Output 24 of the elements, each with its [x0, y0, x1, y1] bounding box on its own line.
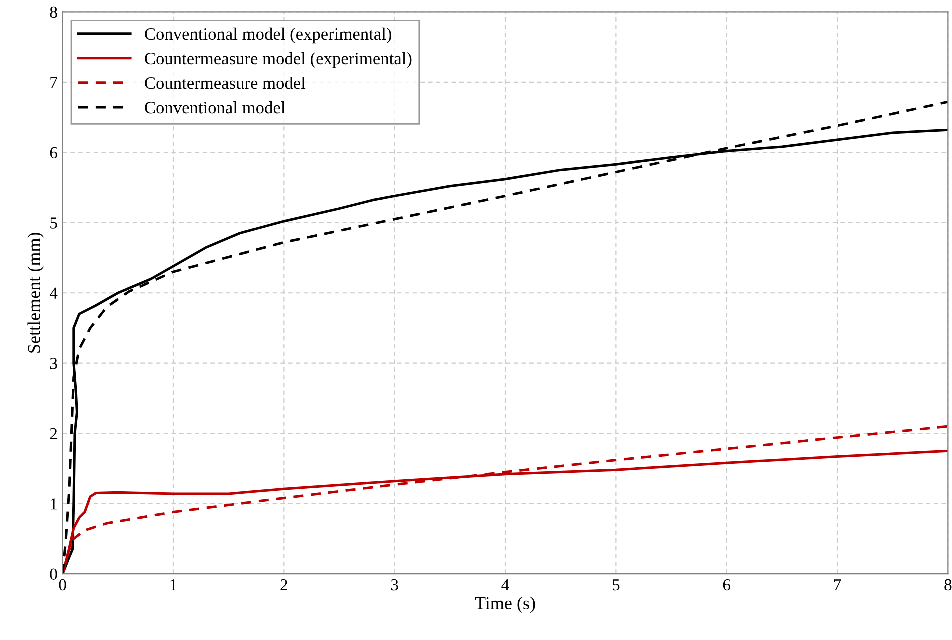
y-axis-title: Settlement (mm)	[28, 232, 44, 353]
x-tick-label: 0	[59, 579, 66, 591]
y-tick-label: 3	[50, 358, 58, 370]
legend-label: Countermeasure model	[145, 76, 306, 90]
x-tick-label: 5	[612, 580, 620, 591]
x-tick-label: 1	[170, 580, 177, 591]
x-tick-label: 4	[502, 580, 510, 591]
x-tick-label: 2	[280, 579, 288, 591]
legend-label: Conventional model (experimental)	[145, 28, 392, 44]
y-tick-label: 8	[50, 6, 58, 18]
x-tick-label: 6	[723, 579, 731, 591]
y-tick-label: 4	[50, 288, 58, 299]
y-tick-label: 7	[50, 77, 58, 88]
x-axis-title: Time (s)	[475, 596, 536, 614]
y-tick-label: 5	[50, 218, 58, 229]
legend-label: Countermeasure model (experimental)	[145, 52, 412, 68]
y-tick-label: 0	[50, 568, 58, 580]
y-tick-label: 6	[50, 147, 58, 159]
x-tick-label: 8	[944, 579, 952, 591]
legend-label: Conventional model	[145, 101, 286, 114]
x-tick-label: 3	[391, 579, 398, 591]
x-tick-label: 7	[834, 580, 842, 591]
y-tick-label: 2	[50, 428, 58, 440]
y-tick-label: 1	[51, 498, 57, 510]
